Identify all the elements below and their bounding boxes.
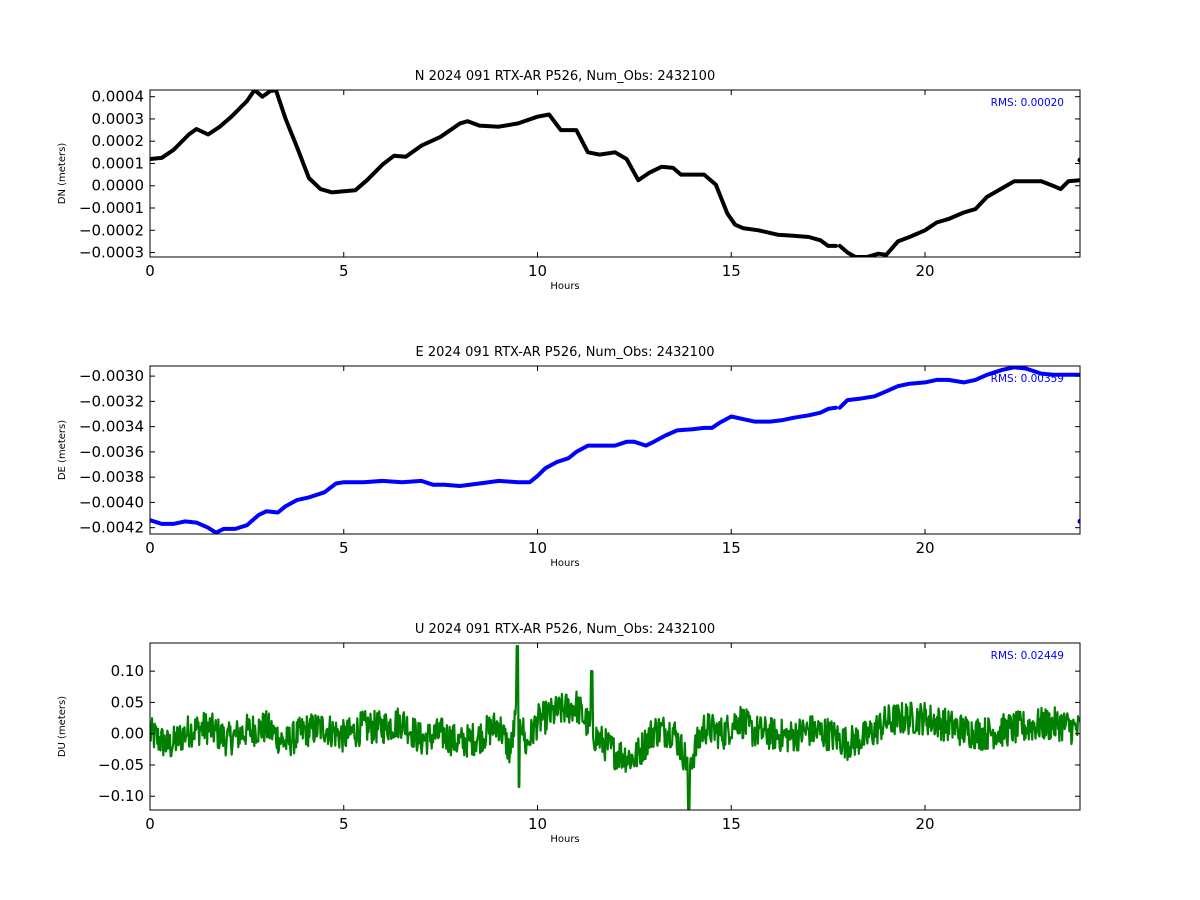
series-u [150, 644, 1080, 810]
outlier-point-e [1077, 518, 1080, 524]
y-tick-label-n: 0.0003 [92, 110, 145, 128]
x-tick-label-u: 0 [145, 815, 155, 833]
y-axis-label-e: DE (meters) [57, 420, 68, 480]
y-tick-label-e: −0.0040 [79, 493, 144, 511]
y-tick-label-n: 0.0001 [92, 154, 145, 172]
y-tick-label-e: −0.0032 [79, 392, 144, 410]
x-axis-label-n: Hours [550, 281, 579, 292]
y-tick-label-n: 0.0002 [92, 132, 145, 150]
x-tick-label-e: 20 [915, 539, 934, 557]
chart-title-u: U 2024 091 RTX-AR P526, Num_Obs: 2432100 [415, 622, 715, 637]
x-tick-label-n: 0 [145, 262, 155, 280]
series-e [150, 366, 1080, 534]
rms-label-n: RMS: 0.00020 [991, 97, 1064, 109]
x-tick-label-e: 5 [339, 539, 349, 557]
x-tick-label-u: 15 [722, 815, 741, 833]
y-tick-label-n: 0.0000 [92, 177, 145, 195]
panel-n: 0 5 10 15 20 −0.0003 −0.0002 −0.0001 0.0000 0.000… [57, 69, 1081, 292]
y-tick-label-e: −0.0042 [79, 519, 144, 537]
chart-title-n: N 2024 091 RTX-AR P526, Num_Obs: 2432100 [415, 69, 715, 84]
x-tick-label-n: 5 [339, 262, 349, 280]
y-tick-label-n: −0.0003 [79, 244, 144, 262]
x-tick-label-u: 20 [915, 815, 934, 833]
x-tick-label-n: 15 [722, 262, 741, 280]
chart-title-e: E 2024 091 RTX-AR P526, Num_Obs: 2432100 [416, 345, 715, 360]
plot-frame-n [149, 89, 1081, 258]
x-axis-label-u: Hours [550, 834, 579, 845]
y-tick-label-u: −0.10 [98, 787, 144, 805]
x-tick-label-u: 10 [528, 815, 547, 833]
x-tick-label-e: 0 [145, 539, 155, 557]
y-tick-label-u: 0.10 [111, 662, 144, 680]
y-tick-label-u: −0.05 [98, 756, 144, 774]
series-line-n-2 [837, 178, 1080, 257]
x-tick-label-u: 5 [339, 815, 349, 833]
y-tick-label-e: −0.0030 [79, 367, 144, 385]
plot-frame-e [149, 365, 1081, 535]
y-axis-label-n: DN (meters) [57, 143, 68, 205]
x-tick-label-e: 10 [528, 539, 547, 557]
plot-frame-u [149, 642, 1081, 811]
outlier-point-n [1077, 157, 1080, 163]
series-n [150, 90, 1080, 257]
rms-label-u: RMS: 0.02449 [991, 650, 1064, 662]
y-axis-label-u: DU (meters) [57, 696, 68, 757]
y-tick-label-n: −0.0001 [79, 199, 144, 217]
series-line-n-1 [150, 90, 838, 248]
x-tick-label-n: 20 [915, 262, 934, 280]
series-line-e-2 [837, 366, 1080, 410]
x-axis-label-e: Hours [550, 558, 579, 569]
y-tick-label-e: −0.0034 [79, 418, 144, 436]
y-tick-label-u: 0.05 [111, 693, 144, 711]
panel-u: 0 5 10 15 20 −0.10 −0.05 0.00 0.05 0.10 U 2024 091… [57, 622, 1081, 845]
series-line-u [150, 644, 1080, 810]
y-tick-label-e: −0.0036 [79, 443, 144, 461]
x-tick-label-n: 10 [528, 262, 547, 280]
y-tick-label-e: −0.0038 [79, 468, 144, 486]
panel-e: 0 5 10 15 20 −0.0042 −0.0040 −0.0038 −0.0036 −0.0… [57, 345, 1081, 569]
y-tick-label-n: −0.0002 [79, 221, 144, 239]
x-tick-label-e: 15 [722, 539, 741, 557]
y-tick-label-u: 0.00 [111, 725, 144, 743]
rms-label-e: RMS: 0.00359 [991, 373, 1064, 385]
series-line-e-1 [150, 405, 838, 534]
y-tick-label-n: 0.0004 [92, 88, 145, 106]
